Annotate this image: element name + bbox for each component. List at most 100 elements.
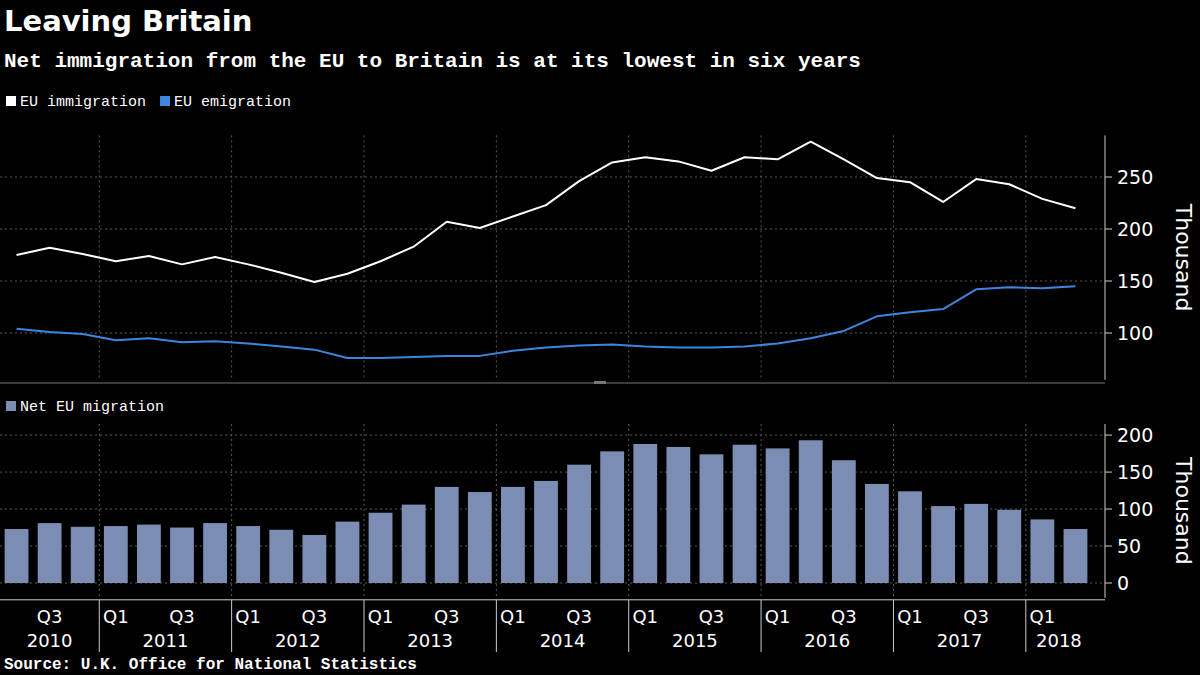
year-separator — [231, 600, 232, 652]
legend: EU immigrationEU emigration — [6, 94, 291, 111]
legend: Net EU migration — [6, 399, 164, 416]
year-label: 2014 — [540, 630, 586, 651]
panel-handle — [594, 381, 606, 384]
tick-mark — [1105, 435, 1112, 436]
tick-mark — [1105, 472, 1112, 473]
tick-label: 0 — [1117, 572, 1129, 594]
x-tick-label: Q1 — [1030, 606, 1056, 627]
grid — [0, 424, 1105, 598]
x-axis: 201020112012201320142015201620172018Q3Q1… — [0, 600, 1105, 652]
year-label: 2012 — [275, 630, 321, 651]
year-label: 2011 — [143, 630, 189, 651]
x-tick-label: Q3 — [699, 606, 725, 627]
year-divider — [364, 135, 365, 379]
year-divider — [761, 135, 762, 379]
tick-mark — [1105, 177, 1112, 178]
data-bar — [1030, 519, 1054, 583]
data-bar — [302, 535, 326, 583]
data-bar — [600, 451, 624, 583]
data-bar — [633, 444, 657, 583]
data-bar — [236, 526, 260, 583]
data-bar — [534, 481, 558, 583]
year-separator — [364, 600, 365, 652]
data-bar — [336, 522, 360, 583]
grid — [0, 135, 1105, 379]
data-bar — [567, 465, 591, 583]
title: Leaving Britain — [4, 4, 252, 38]
axis-title: Thousand — [1171, 203, 1196, 312]
year-divider — [496, 424, 497, 598]
x-tick-label: Q1 — [897, 606, 923, 627]
tick-label: 200 — [1117, 424, 1153, 446]
data-bar — [104, 526, 128, 583]
grid-line — [0, 177, 1105, 178]
year-divider — [231, 424, 232, 598]
year-divider — [1025, 424, 1026, 598]
tick-label: 250 — [1117, 166, 1153, 188]
year-divider — [761, 424, 762, 598]
tick-mark — [1105, 583, 1112, 584]
year-divider — [628, 424, 629, 598]
page: {"chart_data": [ {"type": "line", "title… — [0, 0, 1200, 675]
year-separator — [628, 600, 629, 652]
grid-line — [0, 333, 1105, 334]
axis-line — [1105, 424, 1106, 598]
data-bar — [468, 492, 492, 583]
x-tick-label: Q3 — [302, 606, 328, 627]
year-label: 2015 — [672, 630, 718, 651]
y-axis: 050100150200Thousand — [1105, 424, 1196, 598]
subtitle: Net immigration from the EU to Britain i… — [4, 50, 861, 73]
axis-line — [0, 599, 1105, 600]
x-tick-label: Q3 — [169, 606, 195, 627]
x-tick-label: Q3 — [566, 606, 592, 627]
x-tick-label: Q1 — [368, 606, 394, 627]
data-bar — [203, 523, 227, 583]
data-bar — [501, 487, 525, 583]
data-bar — [964, 504, 988, 583]
data-bar — [402, 505, 426, 583]
data-bar — [931, 506, 955, 583]
legend-swatch — [6, 96, 16, 106]
year-label: 2016 — [804, 630, 850, 651]
data-bar — [71, 527, 95, 583]
year-divider — [1025, 135, 1026, 379]
tick-mark — [1105, 333, 1112, 334]
year-divider — [364, 424, 365, 598]
year-divider — [893, 424, 894, 598]
data-bar — [733, 445, 757, 583]
data-bar — [898, 491, 922, 583]
data-bar — [269, 530, 293, 583]
tick-label: 100 — [1117, 322, 1153, 344]
data-bar — [5, 529, 29, 583]
year-label: 2013 — [407, 630, 453, 651]
background — [0, 0, 1200, 675]
data-bar — [997, 510, 1021, 583]
x-tick-label: Q1 — [103, 606, 129, 627]
tick-label: 100 — [1117, 498, 1153, 520]
y-axis: 100150200250Thousand — [1105, 135, 1196, 379]
year-label: 2017 — [937, 630, 983, 651]
data-bar — [666, 447, 690, 583]
data-bar — [799, 440, 823, 583]
data-bar — [700, 454, 724, 583]
tick-label: 150 — [1117, 461, 1153, 483]
x-tick-label: Q3 — [434, 606, 460, 627]
year-divider — [496, 135, 497, 379]
plot-area — [5, 440, 1088, 583]
data-bar — [865, 484, 889, 583]
x-tick-label: Q1 — [765, 606, 791, 627]
year-label: 2010 — [27, 630, 73, 651]
year-separator — [99, 600, 100, 652]
year-separator — [893, 600, 894, 652]
tick-mark — [1105, 229, 1112, 230]
tick-label: 200 — [1117, 218, 1153, 240]
tick-mark — [1105, 281, 1112, 282]
data-line — [17, 286, 1076, 358]
data-bar — [832, 460, 856, 583]
source: Source: U.K. Office for National Statist… — [4, 656, 417, 674]
data-bar — [38, 523, 62, 583]
plot-area — [17, 142, 1076, 358]
legend-label: Net EU migration — [20, 399, 164, 416]
chart-svg: Leaving Britain Net immigration from the … — [0, 0, 1200, 675]
grid-line — [0, 472, 1105, 473]
